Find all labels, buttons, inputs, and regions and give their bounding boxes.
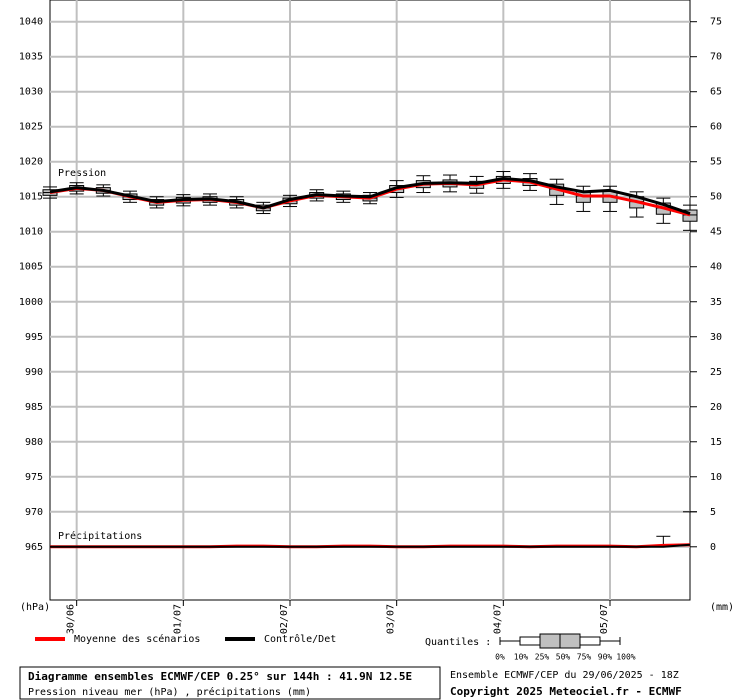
run-info: Ensemble ECMWF/CEP du 29/06/2025 - 18Z (450, 670, 679, 681)
annotation: Pression (58, 168, 106, 179)
y-tick-label: 1020 (19, 157, 43, 168)
y2-tick-label: 60 (710, 122, 722, 133)
quantile-legend-label: 100% (616, 653, 635, 662)
x-tick-label: 01/07 (172, 604, 183, 634)
y2-tick-label: 65 (710, 87, 722, 98)
x-tick-label: 30/06 (66, 604, 77, 634)
box (682, 209, 698, 222)
y-tick-label: 1040 (19, 17, 43, 28)
x-tick-label: 05/07 (599, 604, 610, 634)
y-tick-label: 1025 (19, 122, 43, 133)
x-tick-label: 03/07 (386, 604, 397, 634)
y-tick-label: 965 (25, 542, 43, 553)
quantile-legend-label: 25% (535, 653, 550, 662)
y2-tick-label: 45 (710, 227, 722, 238)
y-tick-label: 995 (25, 332, 43, 343)
annotation: Précipitations (58, 530, 142, 542)
plot-area (49, 0, 691, 601)
y-tick-label: 1035 (19, 52, 43, 63)
y2-tick-label: 75 (710, 17, 722, 28)
precip-control-line (50, 543, 691, 548)
y2-tick-label: 35 (710, 297, 722, 308)
y-tick-label: 985 (25, 402, 43, 413)
quantile-legend-title: Quantiles : (425, 637, 491, 648)
y2-tick-label: 25 (710, 367, 722, 378)
y-tick-label: 990 (25, 367, 43, 378)
y2-tick-label: 0 (710, 542, 716, 553)
y-tick-label: 970 (25, 507, 43, 518)
y2-tick-label: 40 (710, 262, 722, 273)
x-tick-label: 02/07 (279, 604, 290, 634)
y-tick-label: 975 (25, 472, 43, 483)
y2-tick-label: 10 (710, 472, 722, 483)
x-tick-label: 04/07 (492, 604, 503, 634)
y-tick-label: 980 (25, 437, 43, 448)
series-line (49, 177, 691, 215)
y2-tick-label: 50 (710, 192, 722, 203)
y2-tick-label: 30 (710, 332, 722, 343)
quantile-legend-label: 90% (598, 653, 613, 662)
y-tick-label: 1010 (19, 227, 43, 238)
y-tick-label: 1005 (19, 262, 43, 273)
y2-tick-label: 5 (710, 507, 716, 518)
quantile-legend-label: 50% (556, 653, 571, 662)
quantile-legend-label: 75% (577, 653, 592, 662)
y2-tick-label: 55 (710, 157, 722, 168)
y-tick-label: 1015 (19, 192, 43, 203)
footer-box (19, 666, 441, 700)
y2-axis-label: (mm) (710, 602, 734, 613)
legend-label: Moyenne des scénarios (74, 633, 200, 645)
chart-title: Diagramme ensembles ECMWF/CEP 0.25° sur … (28, 670, 412, 683)
copyright: Copyright 2025 Meteociel.fr - ECMWF (450, 685, 682, 698)
y2-tick-label: 15 (710, 437, 722, 448)
legend-label: Contrôle/Det (264, 633, 336, 645)
y2-tick-label: 70 (710, 52, 722, 63)
quantile-legend-label: 0% (495, 653, 505, 662)
chart-subtitle: Pression niveau mer (hPa) , précipitatio… (28, 686, 311, 698)
y2-tick-label: 20 (710, 402, 722, 413)
y-axis-label: (hPa) (20, 602, 50, 613)
quantile-legend-label: 10% (514, 653, 529, 662)
y-tick-label: 1030 (19, 87, 43, 98)
y-tick-label: 1000 (19, 297, 43, 308)
